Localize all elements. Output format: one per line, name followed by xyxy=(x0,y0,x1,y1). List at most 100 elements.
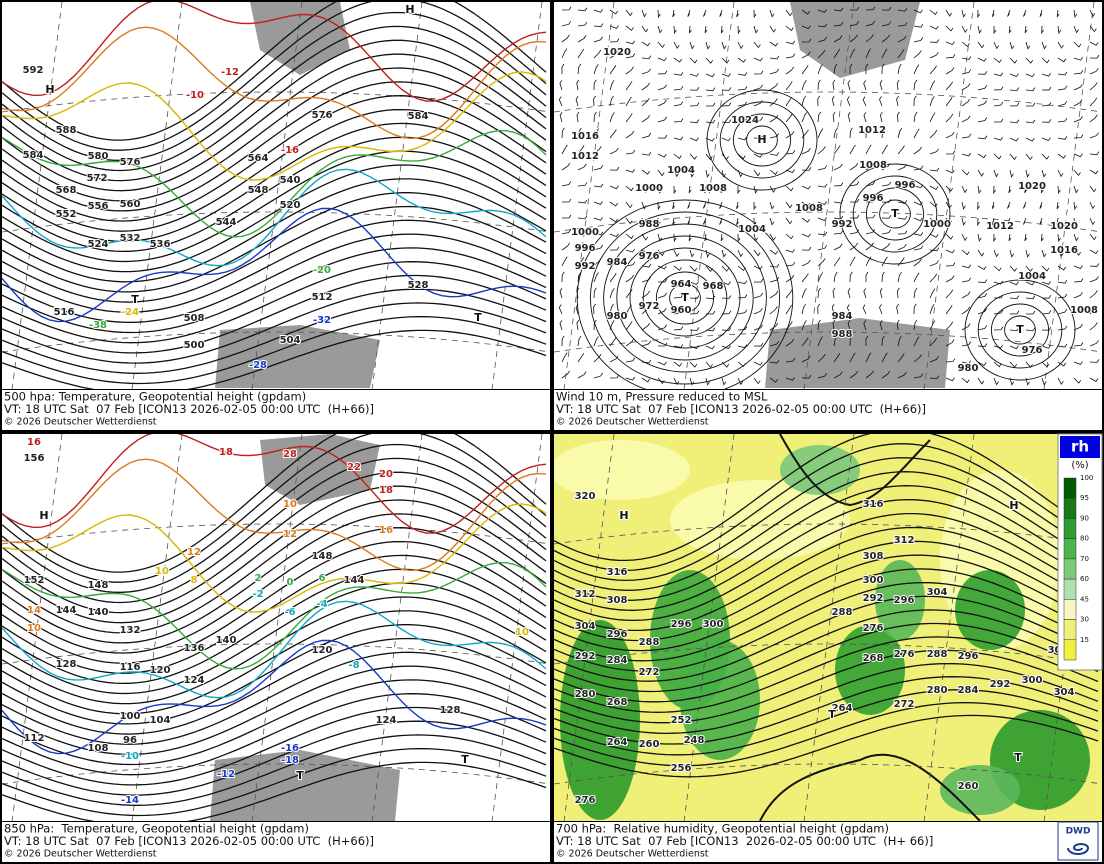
wind-barb xyxy=(1041,377,1047,386)
wind-barb xyxy=(977,85,988,91)
contour-label: 528 xyxy=(408,280,429,291)
height-contour xyxy=(554,485,1099,601)
wind-barb xyxy=(769,249,778,255)
wind-barb xyxy=(689,249,695,258)
legend-tick-label: 95 xyxy=(1080,494,1089,502)
wind-barb xyxy=(977,293,988,299)
contour-label: 256 xyxy=(671,763,692,774)
height-contour xyxy=(2,761,547,821)
wind-barb xyxy=(817,36,828,43)
wind-barb xyxy=(961,201,966,210)
contour-label: 292 xyxy=(990,679,1011,690)
wind-barb xyxy=(1089,359,1100,363)
contour-label: 268 xyxy=(607,697,628,708)
pressure-center: T xyxy=(828,708,836,721)
contour-label: 300 xyxy=(863,575,884,586)
wind-barb xyxy=(896,303,899,315)
wind-barb xyxy=(1073,83,1083,91)
wind-barb xyxy=(929,25,939,30)
contour-label: 280 xyxy=(927,685,948,696)
wind-barb xyxy=(913,336,920,347)
wind-barb xyxy=(801,259,811,267)
wind-barb xyxy=(576,111,580,123)
wind-barb xyxy=(1007,217,1011,225)
wind-barb xyxy=(641,185,648,193)
contour-label: 512 xyxy=(312,292,333,303)
wind-barb xyxy=(977,279,988,283)
wind-barb xyxy=(977,343,988,347)
wind-barb xyxy=(577,257,585,267)
wind-barb xyxy=(577,35,587,43)
wind-barb xyxy=(689,310,700,315)
wind-barb xyxy=(801,320,807,331)
wind-barb xyxy=(897,335,902,347)
wind-barb xyxy=(865,198,876,203)
wind-barb xyxy=(1009,281,1019,286)
contour-label: 968 xyxy=(703,281,724,292)
wind-barb xyxy=(705,73,715,78)
wind-barb xyxy=(785,338,795,347)
wind-barb xyxy=(1009,119,1020,124)
isobar xyxy=(642,259,728,337)
contour-label: 292 xyxy=(575,651,596,662)
wind-barb xyxy=(961,341,972,347)
contour-label: 0 xyxy=(287,577,294,588)
wind-barb xyxy=(865,127,869,139)
height-contour xyxy=(2,2,547,141)
wind-barb xyxy=(625,217,633,225)
wind-barb xyxy=(881,127,885,139)
wind-barb xyxy=(801,112,807,123)
contour-label: -16 xyxy=(281,743,299,754)
contour-label: -12 xyxy=(221,67,239,78)
wind-barb xyxy=(1073,134,1084,139)
wind-barb xyxy=(657,99,667,107)
graticule xyxy=(2,523,550,545)
wind-barb xyxy=(1057,57,1067,63)
wind-barb xyxy=(1009,153,1017,161)
wind-barb xyxy=(753,70,764,75)
contour-label: 280 xyxy=(575,689,596,700)
contour-label: 120 xyxy=(150,665,171,676)
wind-barb xyxy=(913,64,920,75)
pressure-center: T xyxy=(1016,323,1024,336)
wind-barb xyxy=(849,162,859,171)
wind-barb xyxy=(785,357,796,363)
contour-label: 22 xyxy=(347,462,361,473)
height-contour xyxy=(554,554,1099,652)
contour-label: -28 xyxy=(249,360,267,371)
wind-barb xyxy=(833,215,844,220)
wind-barb xyxy=(1041,281,1051,285)
wind-barb xyxy=(737,118,748,123)
contour-label: -24 xyxy=(121,307,139,318)
caption-line: 700 hPa: Relative humidity, Geopotential… xyxy=(556,822,889,836)
height-contour xyxy=(2,513,547,644)
wind-barb xyxy=(657,249,665,257)
contour-label: -18 xyxy=(281,755,299,766)
wind-barb xyxy=(817,201,827,206)
legend-swatch xyxy=(1063,477,1077,499)
height-contour xyxy=(2,434,547,573)
wind-barb xyxy=(849,63,853,75)
wind-barb xyxy=(993,86,1004,91)
wind-barb xyxy=(577,145,585,155)
contour-label: 316 xyxy=(607,567,628,578)
wind-barb xyxy=(832,319,836,331)
wind-barb xyxy=(769,41,779,47)
wind-barb xyxy=(559,320,563,331)
wind-barb xyxy=(879,287,883,299)
wind-barb xyxy=(961,152,972,157)
wind-barb xyxy=(1007,201,1011,209)
wind-barb xyxy=(945,217,952,225)
wind-barb xyxy=(641,340,652,347)
wind-barb xyxy=(945,97,953,107)
caption-line: VT: 18 UTC Sat 07 Feb [ICON13 2026-02-05… xyxy=(4,834,374,848)
wind-barb xyxy=(977,71,988,75)
graticule xyxy=(2,331,550,353)
wind-barb xyxy=(849,214,860,219)
wind-barb xyxy=(1025,73,1035,78)
wind-barb xyxy=(657,307,667,315)
wind-barb xyxy=(641,9,647,18)
wind-barb xyxy=(721,73,731,77)
wind-barb xyxy=(577,7,588,12)
height-contour xyxy=(554,714,1099,778)
